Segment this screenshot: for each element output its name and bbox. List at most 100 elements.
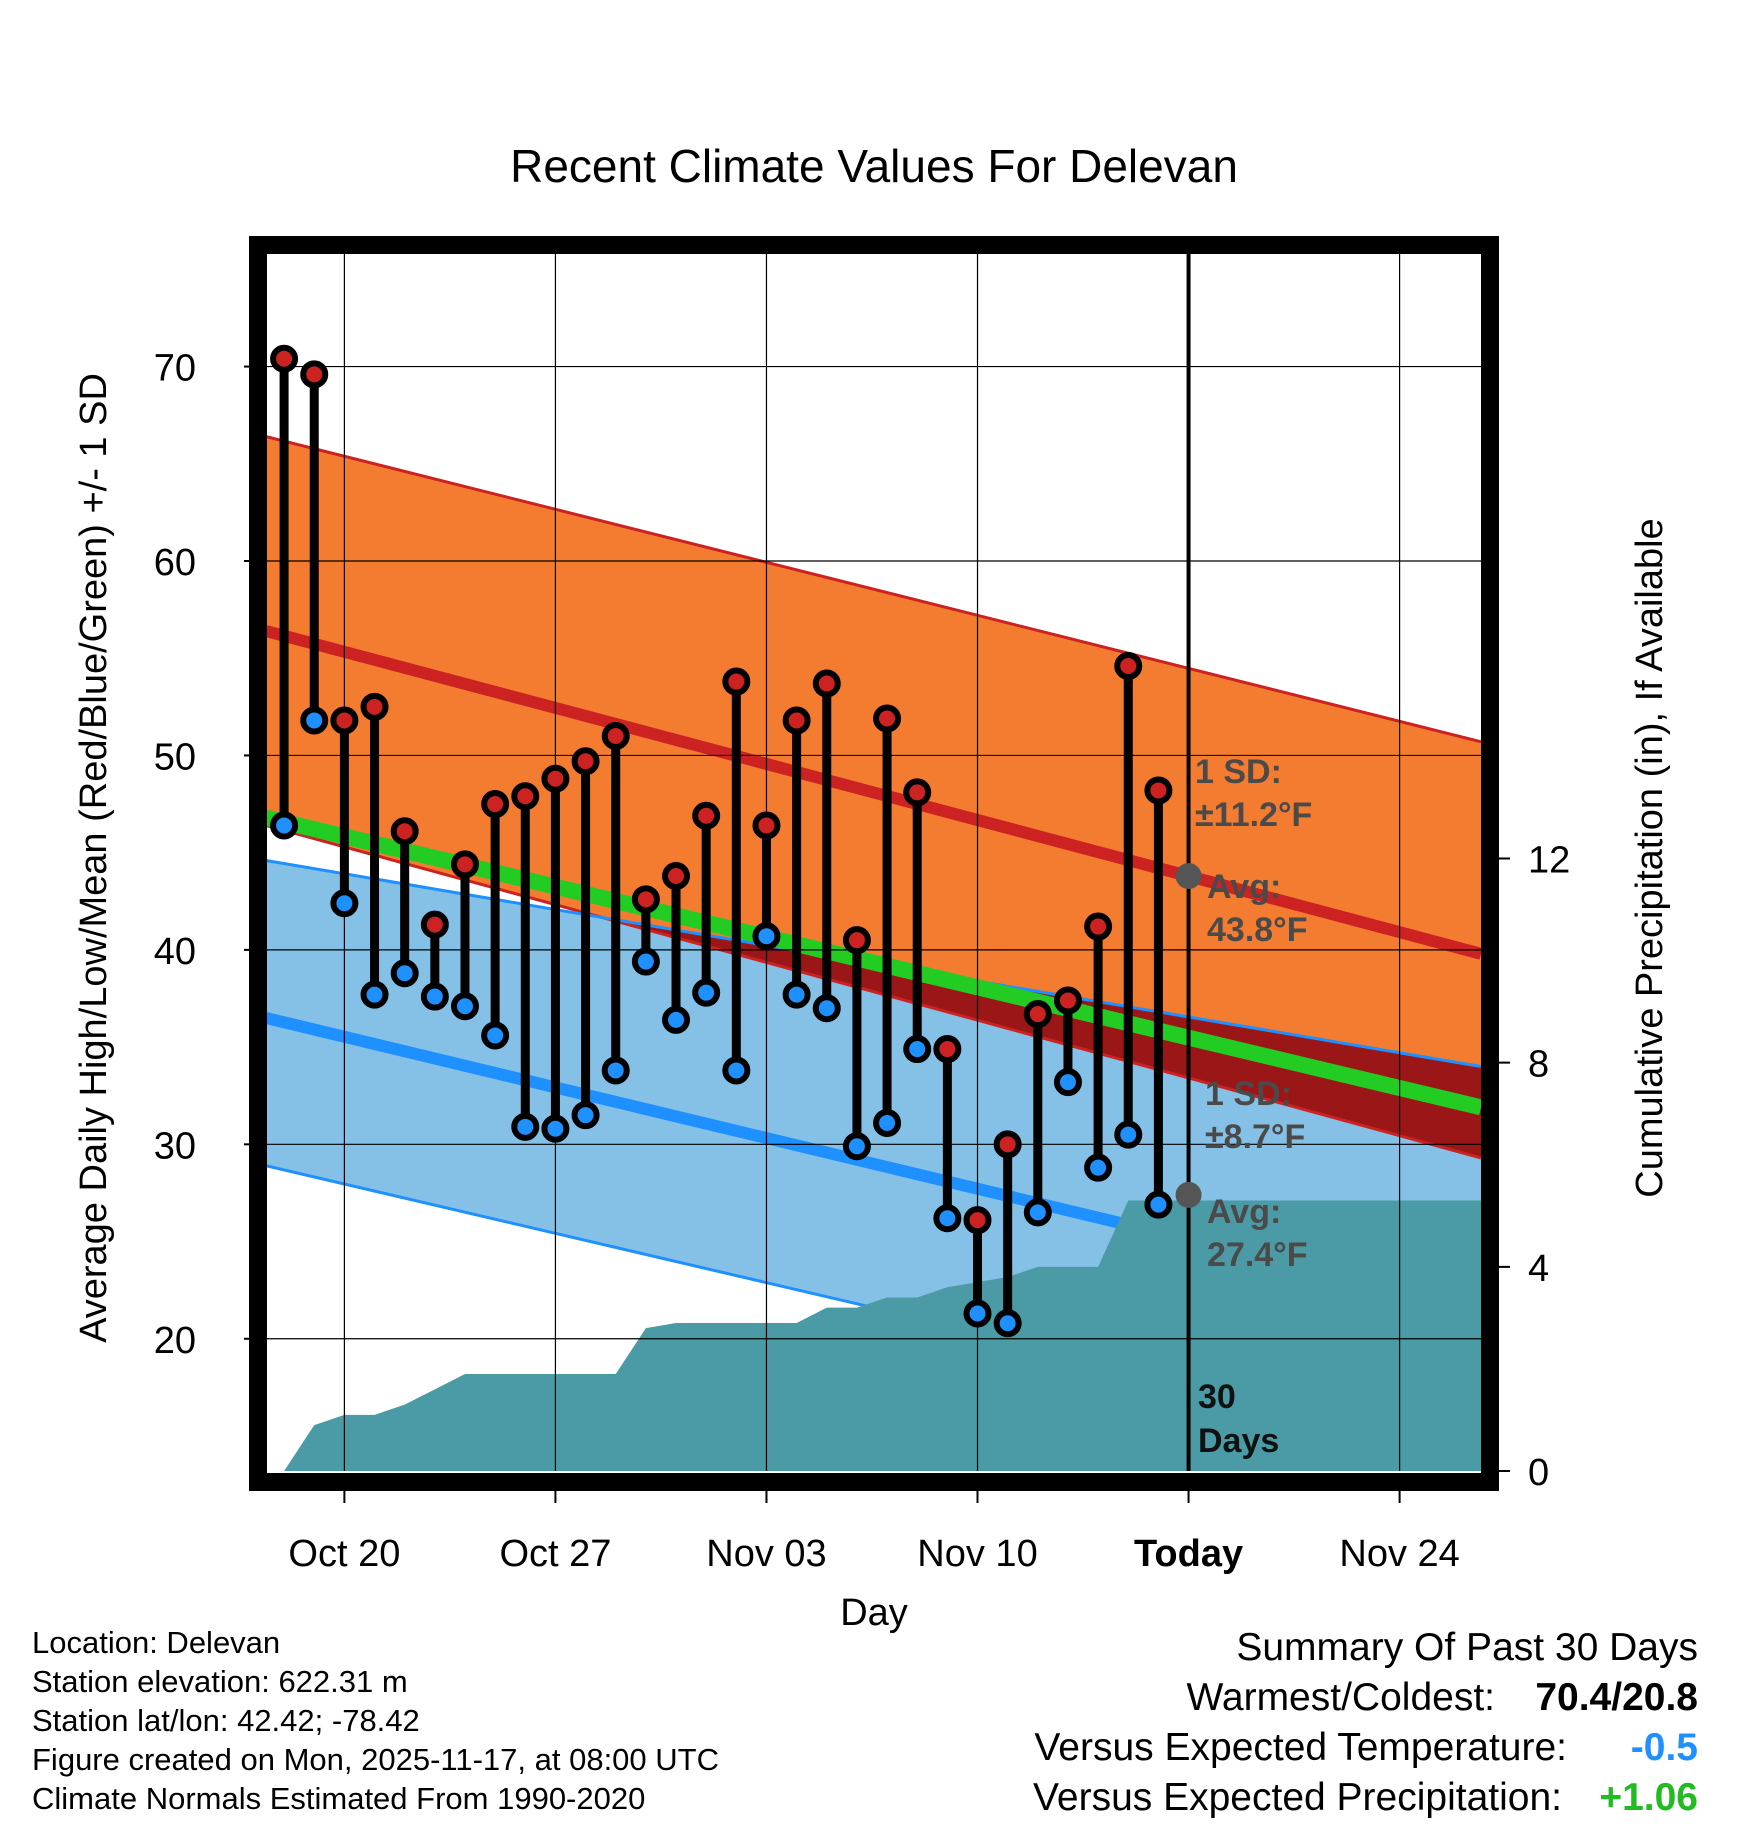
daily-high-point: [360, 692, 389, 721]
daily-low-point: [300, 706, 329, 735]
location-text: Location: Delevan: [32, 1625, 280, 1660]
y-tick-label: 70: [154, 348, 196, 390]
daily-high-point: [1023, 1000, 1052, 1029]
created-text: Figure created on Mon, 2025-11-17, at 08…: [32, 1742, 719, 1777]
daily-high-point: [722, 667, 751, 696]
daily-low-point: [752, 922, 781, 951]
daily-high-point: [993, 1130, 1022, 1159]
daily-low-point: [420, 982, 449, 1011]
x-tick-label: Oct 20: [288, 1533, 400, 1575]
daily-low-point: [1084, 1153, 1113, 1182]
daily-high-point: [782, 706, 811, 735]
high-sd-label: 1 SD:: [1195, 753, 1282, 791]
daily-low-point: [873, 1108, 902, 1137]
daily-high-point: [933, 1035, 962, 1064]
high-avg-label: Avg:: [1207, 868, 1281, 906]
warmest-label: Warmest/Coldest:: [1187, 1676, 1495, 1719]
window-unit: Days: [1198, 1422, 1279, 1460]
daily-high-point: [903, 778, 932, 807]
daily-low-point: [692, 978, 721, 1007]
normals-text: Climate Normals Estimated From 1990-2020: [32, 1781, 645, 1816]
x-axis-label: Day: [840, 1592, 908, 1634]
daily-low-point: [1053, 1068, 1082, 1097]
daily-low-point: [1114, 1120, 1143, 1149]
daily-high-point: [692, 801, 721, 830]
high-normal-line: [266, 625, 1481, 960]
daily-high-point: [752, 811, 781, 840]
daily-high-point: [662, 862, 691, 890]
x-tick-label: Nov 10: [917, 1533, 1037, 1575]
today-high-normal-dot: [1175, 863, 1202, 889]
warmest-value: 70.4/20.8: [1535, 1676, 1698, 1719]
summary-panel: Summary Of Past 30 Days Warmest/Coldest:…: [1033, 1626, 1698, 1819]
x-tick-label: Today: [1134, 1533, 1243, 1575]
daily-low-point: [360, 980, 389, 1009]
daily-high-point: [1084, 912, 1113, 941]
y2-tick-label: 4: [1528, 1248, 1549, 1290]
y2-tick-label: 0: [1528, 1452, 1549, 1494]
high-upper-line: [266, 435, 1481, 744]
daily-high-point: [390, 817, 419, 846]
y-tick-label: 20: [154, 1320, 196, 1362]
daily-low-point: [662, 1005, 691, 1034]
summary-title: Summary Of Past 30 Days: [1236, 1626, 1698, 1669]
daily-high-point: [511, 782, 540, 811]
daily-high-point: [873, 704, 902, 733]
temp-label: Versus Expected Temperature:: [1034, 1726, 1567, 1769]
precip-label: Versus Expected Precipitation:: [1033, 1776, 1562, 1819]
x-tick-label: Oct 27: [499, 1533, 611, 1575]
high-avg-value: 43.8°F: [1207, 911, 1308, 949]
daily-high-point: [842, 926, 871, 955]
window-count: 30: [1198, 1378, 1236, 1416]
daily-low-point: [601, 1056, 630, 1085]
y-tick-label: 50: [154, 736, 196, 778]
y-axis-label: Average Daily High/Low/Mean (Red/Blue/Gr…: [73, 373, 115, 1343]
latlon-text: Station lat/lon: 42.42; -78.42: [32, 1703, 420, 1738]
daily-low-point: [450, 992, 479, 1021]
precipitation-area: [284, 1200, 1481, 1471]
y-tick-label: 60: [154, 542, 196, 584]
daily-low-point: [933, 1204, 962, 1233]
daily-high-point: [601, 722, 630, 750]
daily-low-point: [270, 811, 299, 840]
daily-high-point: [541, 764, 570, 793]
daily-high-point: [330, 706, 359, 735]
daily-high-point: [481, 790, 510, 819]
daily-high-point: [450, 850, 479, 879]
annotations: 1 SD: ±11.2°F Avg: 43.8°F 1 SD: ±8.7°F A…: [1195, 753, 1312, 1460]
daily-high-point: [1144, 776, 1173, 805]
temp-value: -0.5: [1631, 1726, 1698, 1769]
daily-low-point: [782, 980, 811, 1009]
station-info: Location: Delevan Station elevation: 622…: [32, 1625, 719, 1816]
daily-high-point: [963, 1206, 992, 1235]
x-tick-label: Nov 24: [1339, 1533, 1459, 1575]
daily-low-point: [722, 1056, 751, 1085]
low-sd-label: 1 SD:: [1205, 1075, 1292, 1113]
daily-low-point: [903, 1035, 932, 1064]
daily-high-point: [1114, 652, 1143, 680]
y2-axis-label: Cumulative Precipitation (in), If Availa…: [1629, 518, 1671, 1197]
plot-frame: [249, 236, 1499, 1491]
daily-high-point: [571, 747, 600, 776]
y2-tick-label: 8: [1528, 1044, 1549, 1086]
daily-high-point: [420, 910, 449, 939]
daily-high-point: [631, 885, 660, 914]
daily-high-point: [270, 344, 299, 373]
daily-high-point: [812, 669, 841, 698]
daily-low-point: [511, 1112, 540, 1141]
chart-title: Recent Climate Values For Delevan: [510, 140, 1238, 192]
daily-low-point: [1144, 1190, 1173, 1219]
daily-low-point: [481, 1021, 510, 1050]
daily-low-point: [842, 1132, 871, 1161]
daily-low-point: [993, 1309, 1022, 1338]
elevation-text: Station elevation: 622.31 m: [32, 1664, 408, 1699]
daily-low-point: [330, 889, 359, 918]
daily-low-point: [631, 947, 660, 976]
daily-low-point: [390, 959, 419, 988]
daily-low-point: [1023, 1198, 1052, 1227]
daily-high-point: [1053, 986, 1082, 1015]
daily-low-point: [963, 1299, 992, 1328]
precip-value: +1.06: [1599, 1776, 1698, 1819]
y-tick-label: 40: [154, 931, 196, 973]
